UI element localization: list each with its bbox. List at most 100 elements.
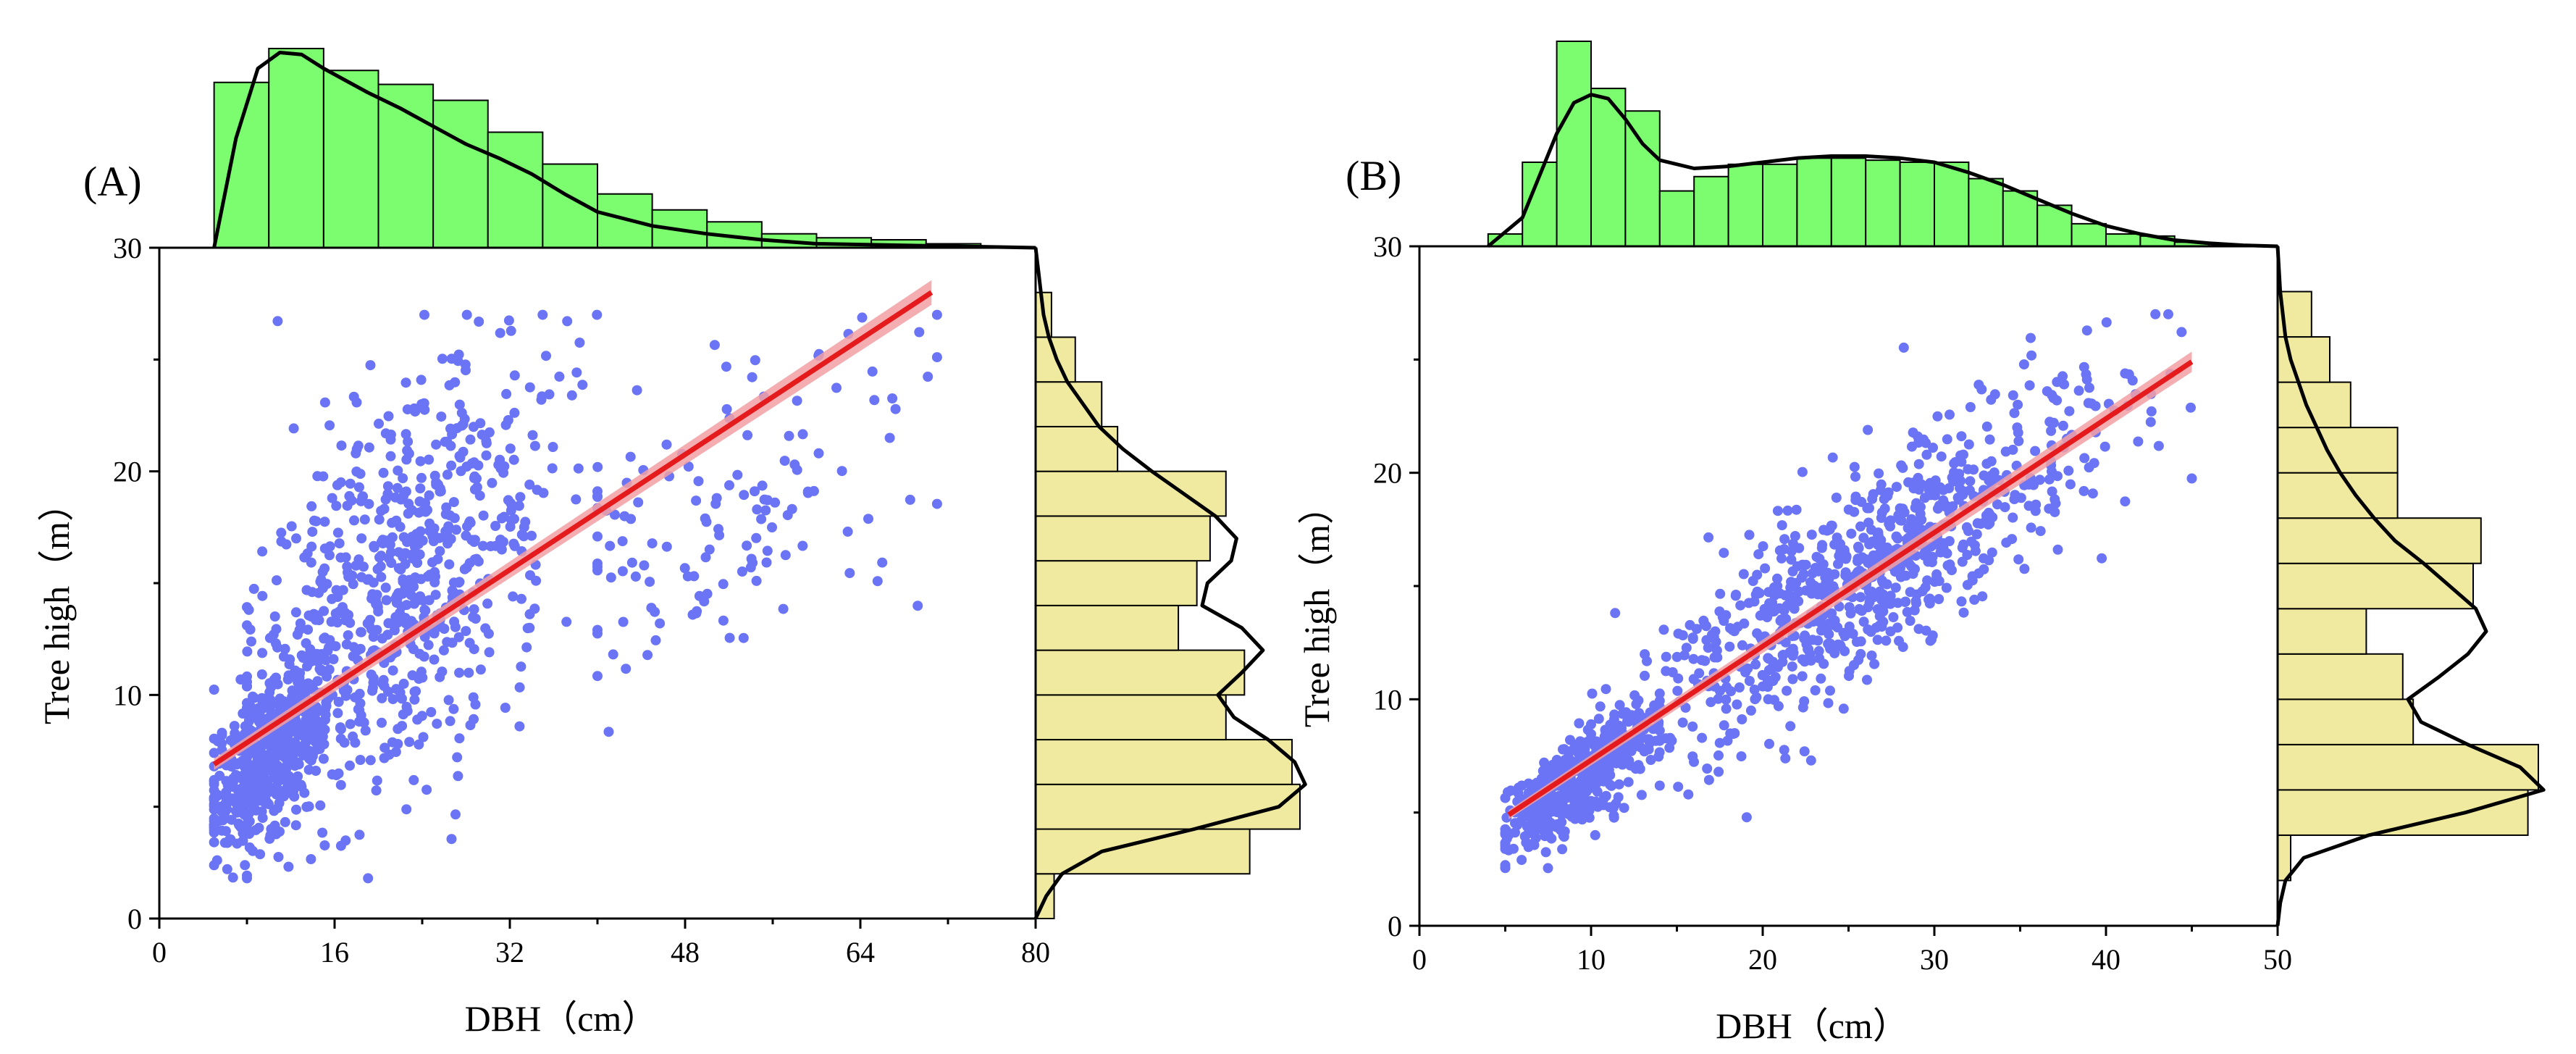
scatter-point [1683, 789, 1694, 800]
scatter-point [272, 642, 282, 653]
scatter-point [1803, 644, 1814, 655]
scatter-point [322, 579, 332, 590]
scatter-point [1860, 554, 1871, 564]
scatter-point [490, 521, 501, 531]
scatter-point [465, 434, 476, 445]
scatter-point [395, 522, 406, 532]
scatter-point [1811, 551, 1822, 562]
scatter-point [397, 693, 407, 704]
x-tick-label: 10 [1577, 943, 1606, 976]
scatter-point [2010, 490, 2021, 501]
scatter-point [608, 649, 618, 660]
scatter-point [524, 480, 535, 490]
x-tick-label: 40 [2092, 943, 2120, 976]
scatter-point [509, 370, 520, 381]
scatter-point [1822, 622, 1833, 632]
scatter-point [592, 628, 603, 639]
scatter-point [1816, 673, 1826, 684]
scatter-point [592, 309, 603, 320]
scatter-point [625, 451, 636, 462]
scatter-point [1956, 596, 1967, 607]
scatter-point [1677, 717, 1688, 728]
scatter-point [459, 564, 470, 574]
scatter-point [1593, 714, 1604, 724]
x-tick-label: 48 [671, 936, 700, 969]
scatter-point [2007, 444, 2018, 455]
scatter-point [317, 566, 328, 577]
scatter-point [2030, 446, 2041, 456]
scatter-point [1971, 529, 1982, 540]
scatter-point [1688, 653, 1699, 664]
scatter-point [283, 861, 294, 872]
top-hist-bar [597, 193, 653, 248]
scatter-point [526, 530, 537, 541]
scatter-point [514, 682, 525, 693]
scatter-point [466, 458, 477, 469]
scatter-point [410, 542, 420, 552]
y-tick-labels: 0 10 20 30 [1373, 230, 1402, 942]
scatter-point [1962, 580, 1973, 590]
scatter-point [1762, 682, 1773, 693]
scatter-point [547, 442, 558, 452]
top-hist-bar [1693, 175, 1729, 247]
scatter-point [1640, 670, 1650, 681]
scatter-point [1715, 588, 1726, 599]
scatter-point [2064, 406, 2075, 417]
scatter-point [1513, 782, 1524, 793]
scatter-point [340, 690, 351, 701]
scatter-point [2084, 382, 2094, 393]
scatter-point [509, 407, 520, 418]
scatter-point [1764, 738, 1774, 749]
scatter-point [1898, 342, 1909, 353]
scatter-point [1787, 661, 1797, 672]
scatter-point [328, 654, 339, 664]
scatter-point [2097, 553, 2107, 564]
scatter-point [385, 547, 396, 558]
scatter-point [2046, 425, 2057, 436]
scatter-point [609, 509, 620, 520]
scatter-point [508, 591, 519, 602]
scatter-point [485, 541, 496, 551]
scatter-point [278, 651, 289, 662]
scatter-point [742, 430, 753, 440]
x-tick-label: 64 [846, 936, 875, 969]
scatter-point [2026, 332, 2036, 343]
scatter-point [354, 688, 365, 699]
scatter-point [259, 750, 269, 761]
scatter-point [1777, 650, 1788, 661]
scatter-point [1687, 751, 1698, 762]
scatter-point [1776, 553, 1787, 564]
scatter-point [524, 622, 535, 633]
scatter-point [436, 411, 447, 422]
scatter-point [280, 643, 290, 654]
scatter-point [316, 718, 327, 729]
scatter-point [505, 325, 516, 336]
scatter-point [1907, 441, 1917, 452]
top-hist-bar [213, 81, 270, 248]
scatter-point [778, 603, 789, 614]
scatter-point [474, 317, 484, 327]
scatter-point [1749, 596, 1760, 607]
scatter-point [1831, 493, 1842, 503]
scatter-point [1884, 519, 1895, 530]
scatter-point [1813, 645, 1824, 656]
scatter-point [592, 561, 603, 572]
scatter-point [1843, 504, 1854, 515]
scatter-point [1574, 718, 1585, 729]
scatter-point [750, 355, 760, 366]
scatter-point [751, 575, 762, 586]
scatter-point [264, 687, 275, 698]
scatter-point [503, 315, 514, 326]
scatter-point [301, 801, 312, 812]
top-hist-bar [1968, 177, 2004, 247]
right-histogram [1033, 247, 1307, 920]
scatter-point [327, 769, 337, 779]
scatter-point [398, 490, 409, 501]
scatter-point [351, 467, 362, 477]
scatter-point [450, 377, 461, 388]
scatter-point [1673, 782, 1684, 792]
scatter-point [400, 377, 411, 388]
scatter-point [355, 755, 366, 765]
scatter-point [1737, 640, 1748, 651]
scatter-point [2030, 506, 2041, 516]
